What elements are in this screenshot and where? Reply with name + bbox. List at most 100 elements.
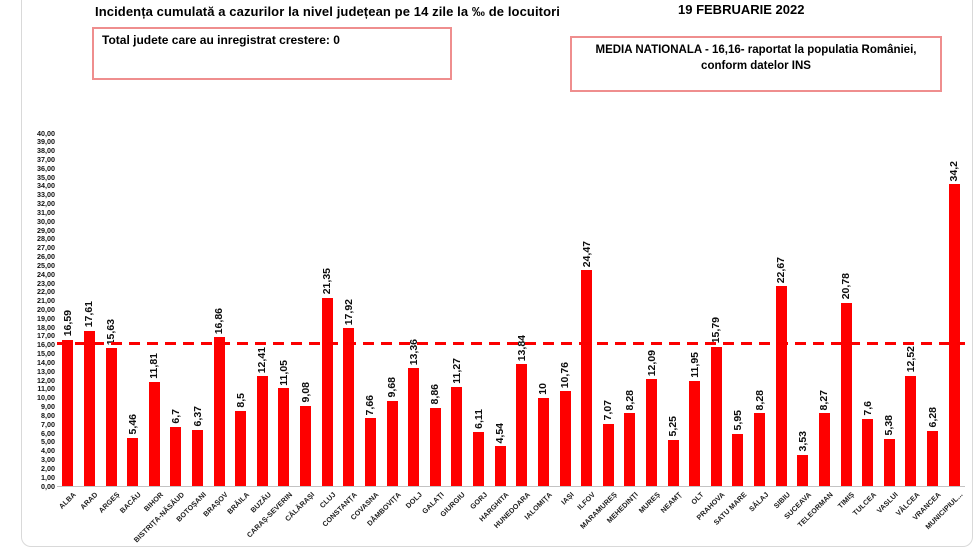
y-tick-label: 30,00 — [37, 216, 55, 226]
y-tick-label: 28,00 — [37, 234, 55, 244]
y-tick-label: 6,00 — [41, 428, 55, 438]
bar-group: 11,05 — [273, 133, 295, 486]
bar — [710, 346, 722, 486]
y-tick-label: 35,00 — [37, 172, 55, 182]
bar-value-label: 7,07 — [602, 400, 615, 421]
bar-group: 7,07 — [597, 133, 619, 486]
bar-group: 11,81 — [143, 133, 165, 486]
bar-value-label: 8,28 — [623, 389, 636, 410]
report-date: 19 FEBRUARIE 2022 — [678, 2, 805, 17]
y-tick-label: 40,00 — [37, 128, 55, 138]
bar — [170, 426, 182, 486]
bar-group: 8,28 — [749, 133, 771, 486]
bar-value-label: 15,79 — [710, 317, 723, 344]
national-average-text-line1: MEDIA NATIONALA - 16,16- raportat la pop… — [595, 44, 917, 56]
bar-group: 24,47 — [576, 133, 598, 486]
y-axis: 40,00 39,00 38,00 37,00 36,00 35,00 34,00 33,00… — [25, 0, 55, 558]
bar — [905, 375, 917, 486]
bar-value-label: 17,61 — [83, 301, 96, 328]
bar-group: 5,25 — [662, 133, 684, 486]
bar — [624, 412, 636, 486]
bar-value-label: 20,78 — [840, 273, 853, 300]
bar-group: 3,53 — [792, 133, 814, 486]
x-category-label: OLT — [688, 490, 706, 507]
bar — [343, 327, 355, 486]
bar-group: 11,95 — [684, 133, 706, 486]
y-tick-label: 3,00 — [41, 455, 55, 465]
bar — [689, 380, 701, 486]
bar-group: 34,2 — [943, 133, 965, 486]
bar-value-label: 11,05 — [277, 359, 290, 386]
bar — [235, 411, 247, 486]
y-tick-label: 12,00 — [37, 375, 55, 385]
bar-value-label: 9,08 — [299, 382, 312, 403]
x-category-label: SĂLAJ — [746, 490, 770, 514]
bar-group: 17,61 — [79, 133, 101, 486]
bar — [494, 445, 506, 486]
bar-group: 6,28 — [922, 133, 944, 486]
y-tick-label: 8,00 — [41, 410, 55, 420]
y-tick-label: 18,00 — [37, 322, 55, 332]
bar-value-label: 6,7 — [169, 409, 182, 424]
bar-value-label: 8,27 — [818, 389, 831, 411]
bar-value-label: 12,09 — [645, 350, 658, 377]
bar — [775, 285, 787, 486]
y-tick-label: 13,00 — [37, 366, 55, 376]
bar-group: 8,5 — [230, 133, 252, 486]
bar-group: 6,37 — [187, 133, 209, 486]
y-tick-label: 15,00 — [37, 349, 55, 359]
chart-frame — [21, 0, 973, 547]
x-category-label: NEAMȚ — [658, 490, 684, 515]
bar-group: 21,35 — [316, 133, 338, 486]
bar-group: 4,54 — [489, 133, 511, 486]
bar-group: 17,92 — [338, 133, 360, 486]
bar-group: 16,59 — [57, 133, 79, 486]
national-average-box: MEDIA NATIONALA - 16,16- raportat la pop… — [570, 36, 942, 92]
chart-title: Incidența cumulată a cazurilor la nivel … — [95, 4, 560, 19]
bar-value-label: 6,28 — [926, 407, 939, 428]
bar — [883, 438, 895, 486]
bar-group: 13,84 — [511, 133, 533, 486]
bar — [818, 413, 830, 486]
bar-group: 7,6 — [857, 133, 879, 486]
bar — [386, 400, 398, 486]
y-tick-label: 33,00 — [37, 190, 55, 200]
y-tick-label: 39,00 — [37, 137, 55, 147]
bar — [473, 432, 485, 486]
bar-group: 16,86 — [208, 133, 230, 486]
bar — [797, 454, 809, 486]
bar-value-label: 9,68 — [386, 377, 399, 398]
bar-value-label: 24,47 — [580, 240, 593, 268]
plot-area: 16,59 17,61 15,63 5,46 11,81 6,7 6,37 16,86 8,5 1… — [57, 133, 965, 487]
bar — [862, 418, 874, 486]
bar-value-label: 6,37 — [191, 406, 204, 427]
bar — [300, 405, 312, 486]
x-category-label: ARGEȘ — [96, 490, 122, 515]
bar-value-label: 10,76 — [559, 361, 572, 389]
bar — [948, 184, 960, 486]
y-tick-label: 37,00 — [37, 154, 55, 164]
bar-value-label: 11,95 — [688, 351, 701, 378]
bar-group: 8,86 — [425, 133, 447, 486]
y-tick-label: 2,00 — [41, 463, 55, 473]
x-axis-labels: ALBA ARAD ARGEȘ BACĂU BIHOR BISTRIȚA-NĂSĂUD BO… — [0, 490, 975, 558]
x-category-label: IAȘI — [558, 490, 576, 507]
bar — [105, 348, 117, 486]
growth-total-box: Total judete care au inregistrat crester… — [92, 27, 452, 80]
bar-group: 11,27 — [446, 133, 468, 486]
bar-value-label: 16,59 — [61, 310, 74, 337]
bar — [429, 407, 441, 486]
y-tick-label: 36,00 — [37, 163, 55, 173]
bar-group: 10 — [533, 133, 555, 486]
bar-value-label: 8,86 — [429, 384, 442, 405]
y-tick-label: 7,00 — [41, 419, 55, 429]
bar-value-label: 3,53 — [796, 431, 809, 452]
y-tick-label: 25,00 — [37, 260, 55, 270]
bar — [321, 297, 333, 486]
bar-value-label: 7,6 — [861, 401, 874, 416]
y-tick-label: 1,00 — [41, 472, 55, 482]
bar-group: 15,63 — [100, 133, 122, 486]
y-tick-label: 19,00 — [37, 313, 55, 323]
bar — [62, 339, 74, 486]
